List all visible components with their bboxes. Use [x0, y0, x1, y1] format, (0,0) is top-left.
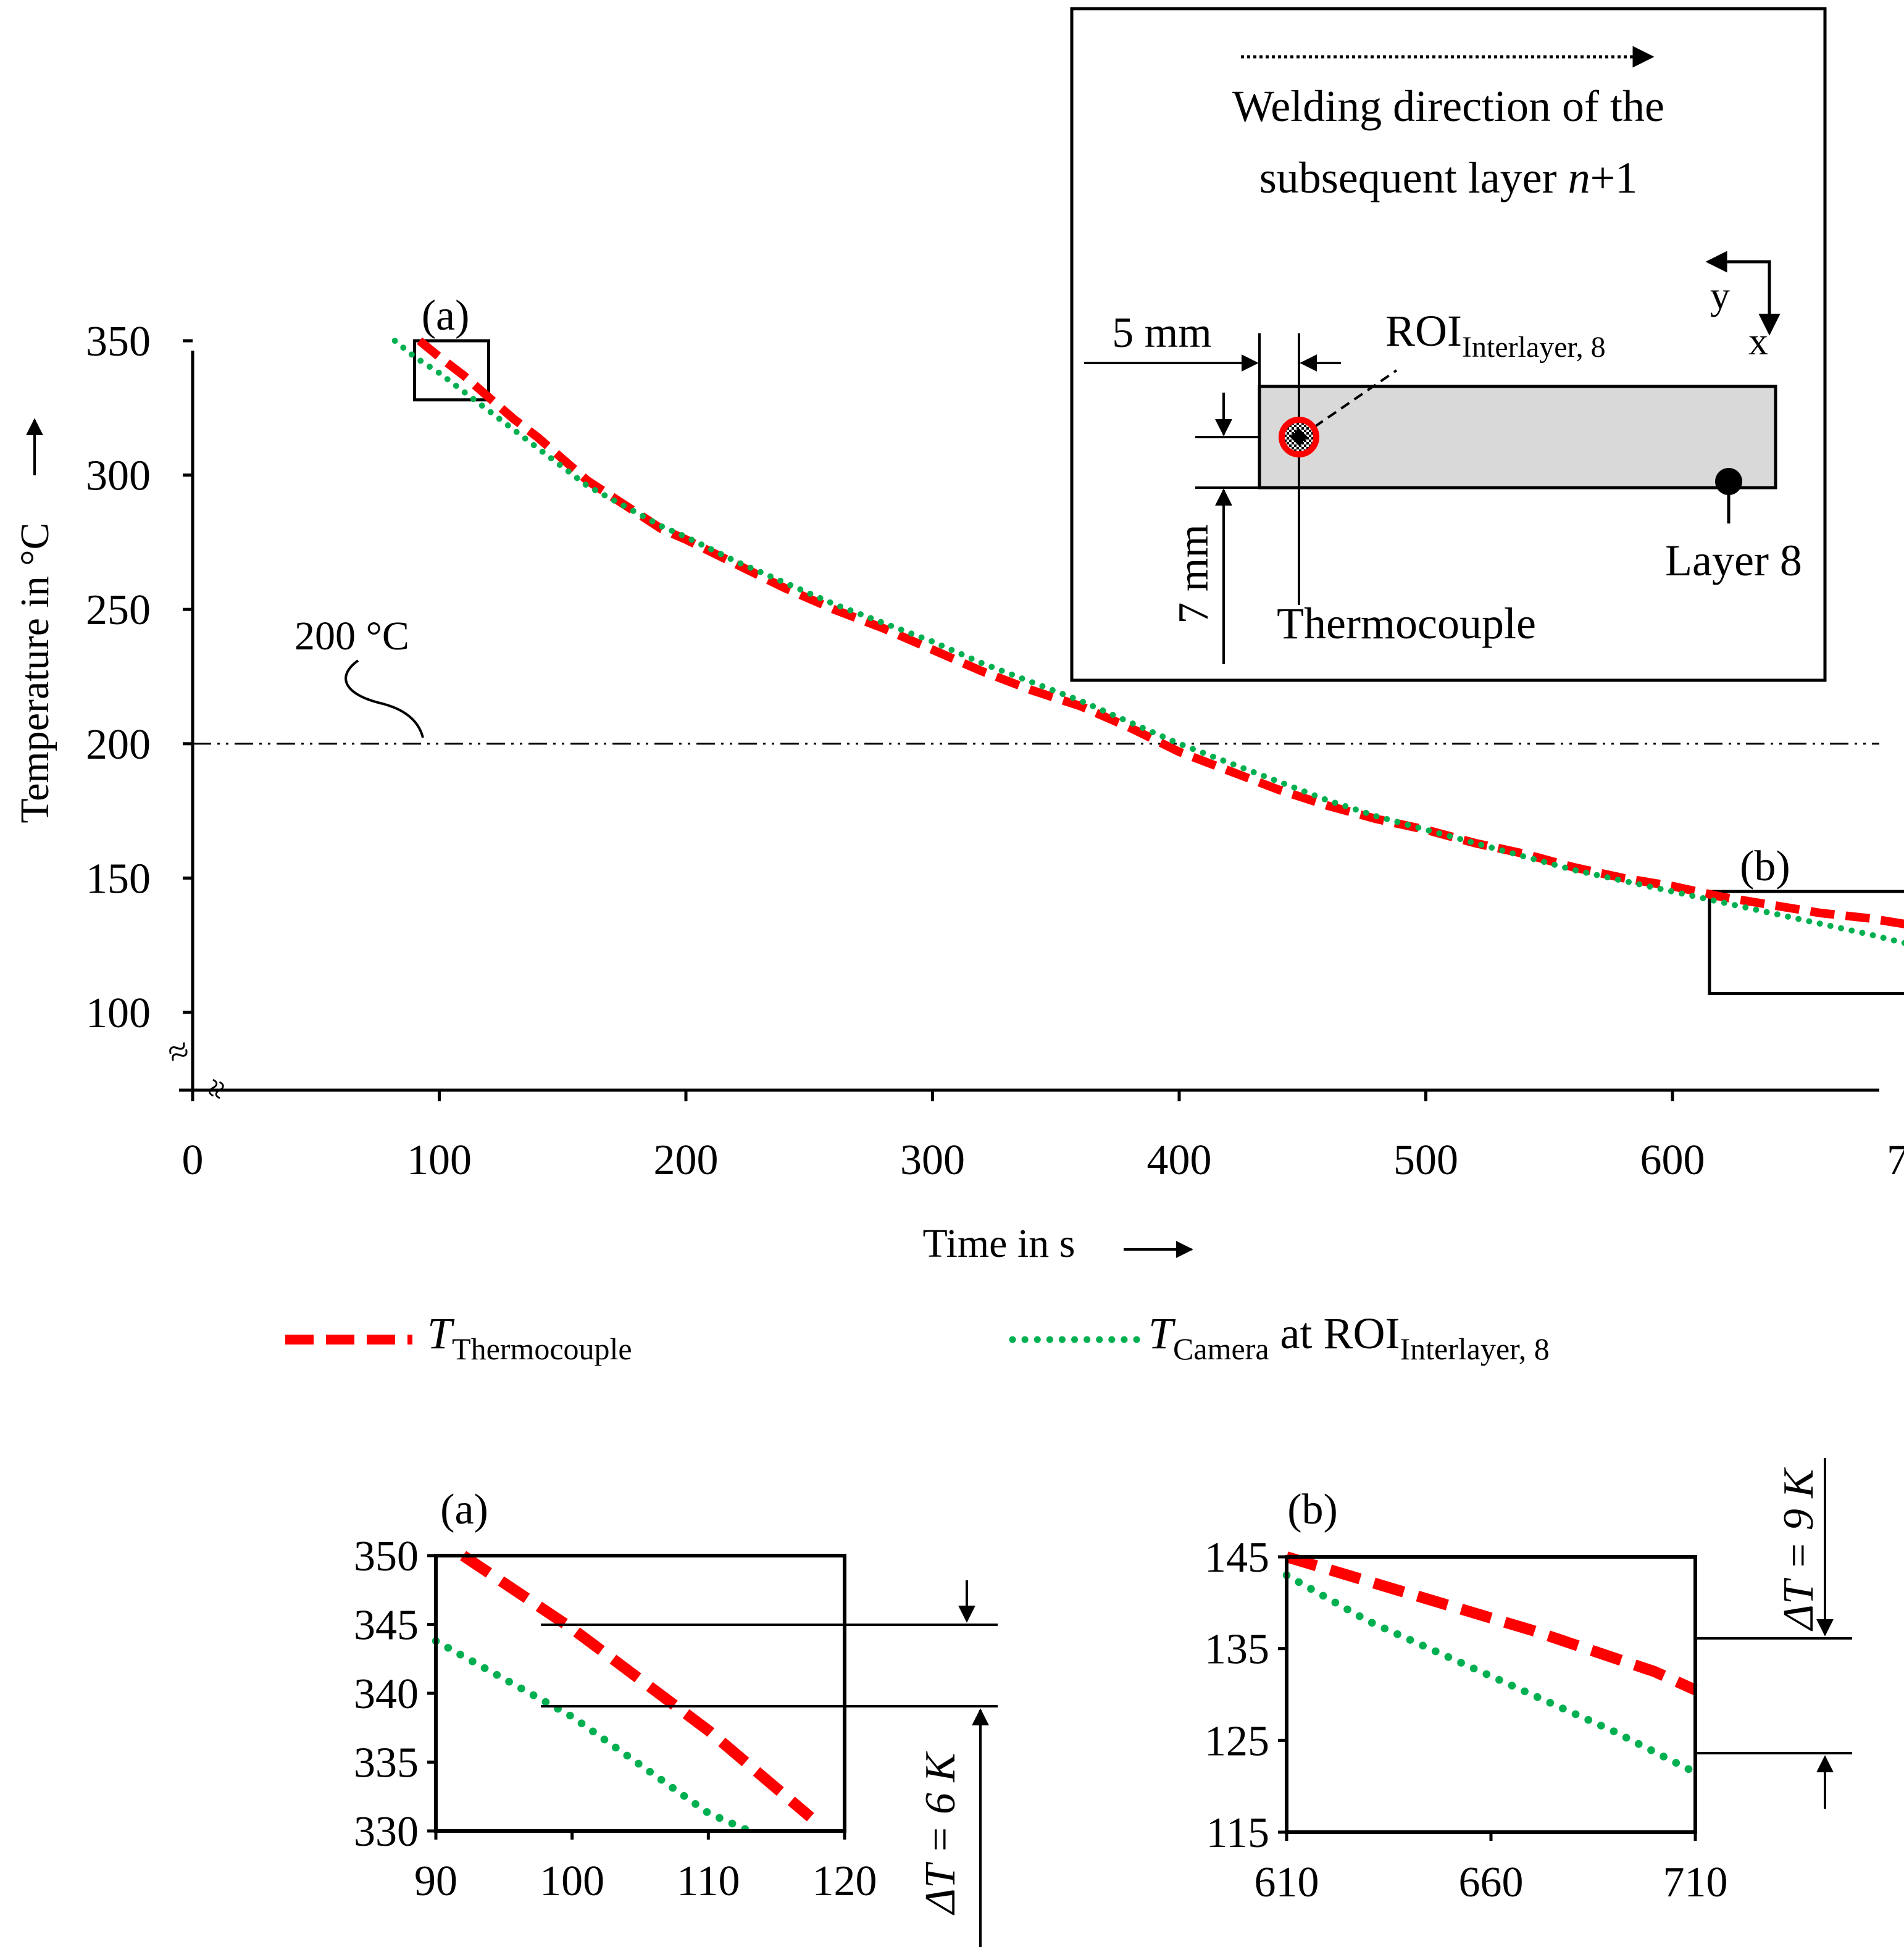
zoom-a-frame [434, 1554, 846, 1833]
zoom-b-x-tick-label: 610 [1255, 1859, 1319, 1906]
main-y-ticks: 100 150 200 250 300 350 [86, 318, 193, 1037]
x-tick-label: 400 [1147, 1136, 1212, 1184]
main-x-ticks: 0 100 200 300 400 500 600 700 [182, 1090, 1904, 1184]
zoom-a-y-tick-label: 340 [354, 1670, 419, 1718]
series-camera-line [391, 338, 1904, 946]
x-axis-title: Time in s [923, 1221, 1193, 1266]
zoom-a-ticks: 330 335 340 345 350 90 100 110 120 [354, 1533, 877, 1905]
x-tick-label: 600 [1640, 1136, 1705, 1184]
zoom-box-a [413, 339, 490, 402]
zoom-b-y-tick-label: 125 [1205, 1717, 1269, 1765]
x-tick-label: 300 [900, 1136, 965, 1184]
zoom-a-x-tick-label: 100 [540, 1857, 604, 1905]
zoom-a-x-tick-label: 90 [414, 1857, 457, 1905]
zoom-a-x-tick-label: 120 [812, 1857, 877, 1905]
zoom-b-x-tick-label: 660 [1459, 1859, 1524, 1906]
zoom-b-x-tick-label: 710 [1663, 1859, 1728, 1906]
zoom-b-title: (b) [1287, 1486, 1338, 1533]
layer-label: Layer 8 [1665, 536, 1802, 585]
x-tick-label: 500 [1393, 1136, 1458, 1184]
zoom-a-series-camera [432, 1637, 753, 1835]
zoom-box-label-b: (b) [1740, 843, 1790, 890]
zoom-b-chart: (b) 115 125 135 145 610 660 710 ΔT = 9 K [1205, 1458, 1852, 1906]
y-tick-label: 100 [86, 990, 151, 1037]
legend: TThermocouple TCamera at ROIInterlayer, … [285, 1309, 1550, 1366]
zoom-a-y-tick-label: 335 [354, 1740, 419, 1787]
zoom-a-chart: (a) 330 335 340 345 350 90 100 110 120 ΔT = 6 K [354, 1486, 998, 1947]
reference-line-label: 200 °C [294, 614, 409, 659]
zoom-b-y-tick-label: 145 [1205, 1534, 1269, 1582]
legend-label-thermocouple: TThermocouple [427, 1309, 632, 1366]
zoom-a-y-tick-label: 330 [354, 1808, 419, 1856]
axis-y-label: y [1710, 273, 1730, 317]
y-axis-title: Temperature in °C [12, 418, 57, 823]
x-tick-label: 100 [407, 1136, 472, 1184]
y-axis-break-symbol: ≈ [162, 1029, 195, 1074]
x-tick-label: 0 [182, 1136, 204, 1184]
x-axis-break-symbol: ≈ [196, 1074, 238, 1104]
specimen-layer [1258, 385, 1777, 490]
zoom-a-y-tick-label: 345 [354, 1602, 419, 1649]
zoom-b-frame [1285, 1555, 1697, 1834]
zoom-a-title: (a) [440, 1486, 488, 1533]
main-series [391, 337, 1904, 946]
dim-7mm-label: 7 mm [1170, 524, 1217, 623]
zoom-b-delta-label: ΔT = 9 K [1775, 1467, 1823, 1632]
zoom-boxes: (a) (b) [413, 292, 1904, 996]
y-tick-label: 150 [86, 855, 151, 903]
zoom-box-b [1708, 890, 1904, 996]
thermocouple-label: Thermocouple [1277, 599, 1536, 648]
roi-label: ROIInterlayer, 8 [1385, 306, 1606, 364]
inset-frame [1070, 7, 1827, 682]
x-tick-label: 700 [1887, 1136, 1904, 1184]
zoom-b-series-thermocouple [1285, 1551, 1698, 1695]
inset-schematic: Welding direction of the subsequent laye… [1070, 7, 1827, 682]
svg-text:Temperature in °C: Temperature in °C [12, 522, 57, 823]
welding-direction-text-1: Welding direction of the [1232, 81, 1664, 131]
y-tick-label: 350 [86, 318, 151, 365]
zoom-b-y-tick-label: 115 [1206, 1809, 1269, 1857]
zoom-b-y-tick-label: 135 [1205, 1626, 1269, 1674]
main-chart: 100 150 200 250 300 350 0 100 200 300 400 500 600 70… [12, 292, 1904, 1266]
y-tick-label: 250 [86, 586, 151, 634]
zoom-a-y-tick-label: 350 [354, 1533, 419, 1580]
roi-leader [1300, 369, 1398, 437]
dim-5mm-label: 5 mm [1112, 309, 1211, 357]
reference-line-leader [344, 659, 424, 738]
zoom-a-delta-label: ΔT = 6 K [917, 1751, 964, 1916]
thermocouple-point [1290, 428, 1308, 446]
series-thermocouple-line [417, 337, 1904, 928]
x-tick-label: 200 [654, 1136, 719, 1184]
zoom-b-ticks: 115 125 135 145 610 660 710 [1205, 1534, 1728, 1906]
zoom-a-x-tick-label: 110 [677, 1857, 740, 1905]
zoom-a-series [432, 1551, 814, 1835]
axis-x-label: x [1748, 319, 1768, 363]
svg-text:Time in s: Time in s [923, 1221, 1075, 1266]
legend-label-camera: TCamera at ROIInterlayer, 8 [1148, 1309, 1550, 1366]
zoom-box-label-a: (a) [422, 292, 470, 340]
welding-direction-text-2: subsequent layer n+1 [1259, 153, 1637, 202]
zoom-a-series-thermocouple [460, 1551, 814, 1822]
y-tick-label: 200 [86, 721, 151, 769]
y-tick-label: 300 [86, 452, 151, 500]
zoom-b-series-camera [1282, 1571, 1700, 1777]
zoom-b-series [1282, 1551, 1700, 1777]
